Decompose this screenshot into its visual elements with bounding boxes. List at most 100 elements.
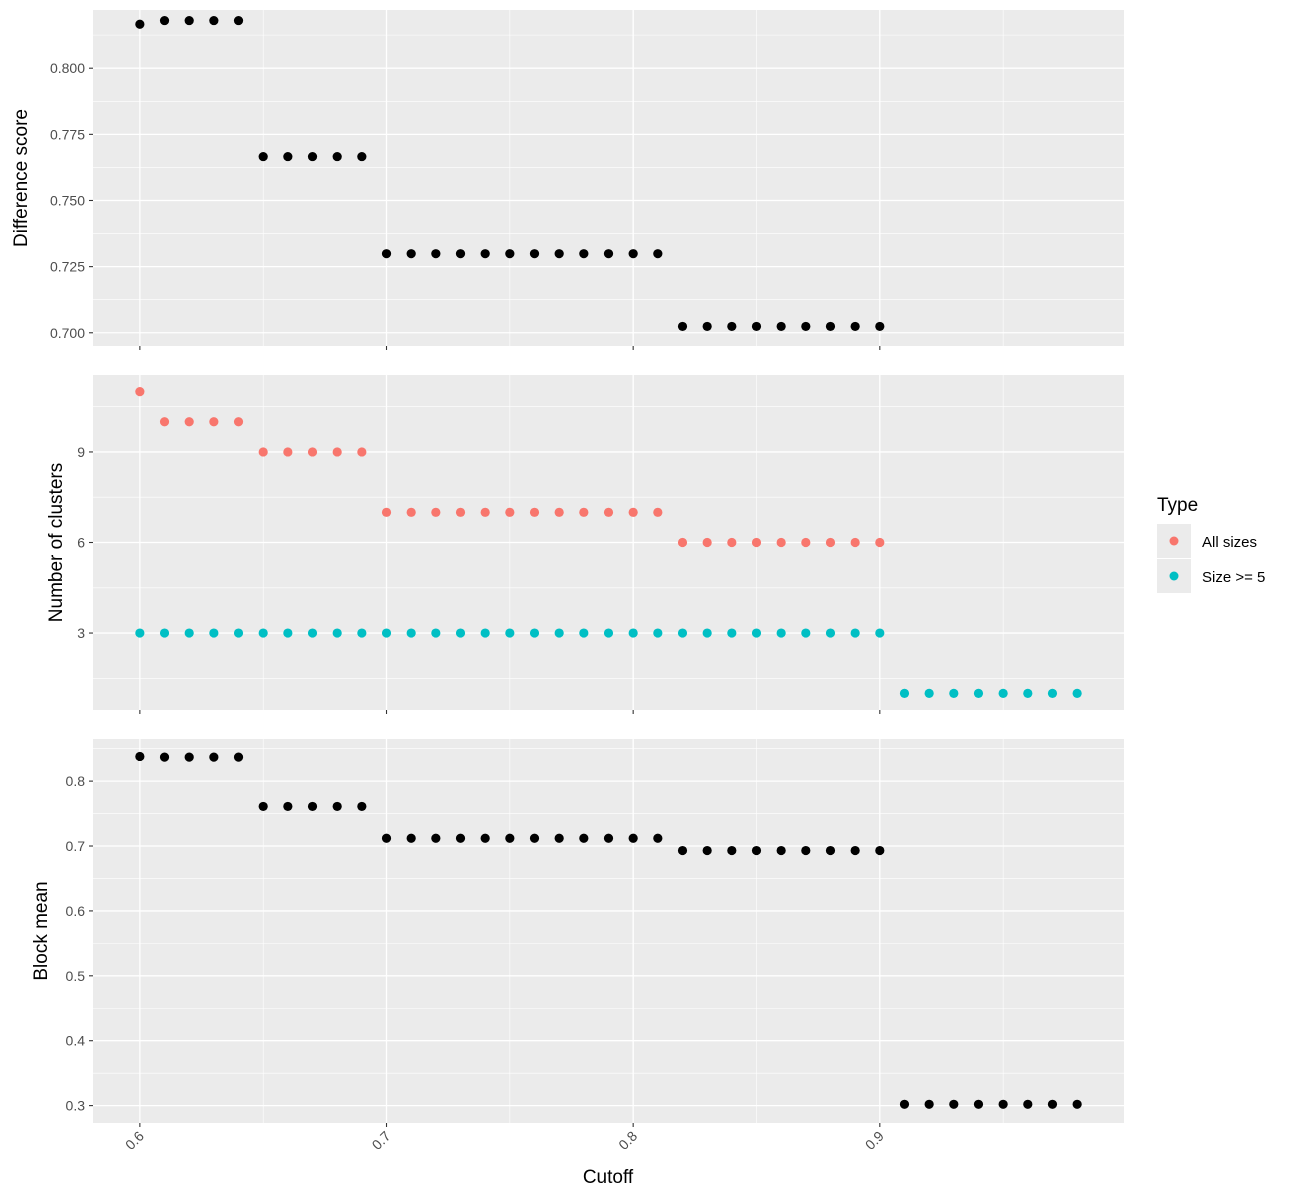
data-point-size-5 <box>233 628 244 638</box>
data-point-size-5 <box>406 628 416 638</box>
data-point-series <box>677 845 688 856</box>
data-point-series <box>135 751 145 762</box>
data-point-all-sizes <box>529 507 540 517</box>
data-point-series <box>529 833 540 843</box>
data-point-all-sizes <box>628 507 638 517</box>
data-point-series <box>677 321 688 332</box>
data-point-series <box>480 249 490 259</box>
data-point-all-sizes <box>727 537 737 548</box>
data-point-series <box>579 249 589 259</box>
data-point-all-sizes <box>505 507 515 517</box>
data-point-series <box>554 833 564 843</box>
block-mean-panel-background <box>93 739 1124 1123</box>
data-point-size-5 <box>875 628 885 638</box>
data-point-size-5 <box>455 628 466 638</box>
data-point-series <box>332 801 342 812</box>
data-point-series <box>628 249 638 259</box>
data-point-size-5 <box>628 628 638 638</box>
x-tick-label: 0.8 <box>615 1128 640 1153</box>
data-point-size-5 <box>159 628 170 638</box>
data-point-series <box>455 249 466 259</box>
x-tick-label: 0.9 <box>862 1128 887 1153</box>
data-point-series <box>135 19 145 29</box>
data-point-series <box>603 833 614 843</box>
data-point-series <box>381 249 392 259</box>
data-point-all-sizes <box>850 537 860 548</box>
data-point-all-sizes <box>554 507 564 517</box>
data-point-size-5 <box>677 628 688 638</box>
data-point-series <box>159 752 170 762</box>
data-point-all-sizes <box>233 417 244 427</box>
data-point-series <box>702 845 712 856</box>
data-point-series <box>233 15 244 26</box>
data-point-all-sizes <box>332 447 342 457</box>
data-point-all-sizes <box>875 537 885 548</box>
y-tick-label: 0.4 <box>66 1033 86 1049</box>
data-point-series <box>727 845 737 856</box>
data-point-size-5 <box>973 688 984 699</box>
data-point-series <box>209 752 219 762</box>
number-of-clusters-y-axis-title: Number of clusters <box>46 463 67 622</box>
data-point-series <box>480 833 490 843</box>
block-mean-panel: 0.3 0.4 0.5 0.6 0.7 0.8 Block mean <box>31 739 1124 1127</box>
y-tick-label: 6 <box>77 535 85 551</box>
data-point-all-sizes <box>406 507 416 517</box>
data-point-series <box>505 249 515 259</box>
data-point-series <box>825 321 836 332</box>
data-point-all-sizes <box>209 417 219 427</box>
block-mean-y-axis-title: Block mean <box>31 881 52 980</box>
data-point-all-sizes <box>357 447 367 457</box>
data-point-size-5 <box>554 628 564 638</box>
data-point-all-sizes <box>135 386 145 397</box>
data-point-all-sizes <box>677 537 688 548</box>
data-point-series <box>850 321 860 332</box>
data-point-all-sizes <box>480 507 490 517</box>
data-point-series <box>603 249 614 259</box>
data-point-size-5 <box>776 628 786 638</box>
data-point-series <box>332 151 342 162</box>
data-point-size-5 <box>1023 688 1033 699</box>
data-point-all-sizes <box>702 537 712 548</box>
data-point-series <box>776 845 786 856</box>
legend: Type All sizes Size >= 5 <box>1157 495 1265 593</box>
y-tick-label: 0.800 <box>50 60 85 76</box>
legend-title: Type <box>1157 495 1198 516</box>
data-point-series <box>159 15 170 26</box>
data-point-size-5 <box>529 628 540 638</box>
legend-key-all-sizes <box>1169 536 1179 546</box>
data-point-series <box>209 15 219 26</box>
data-point-series <box>258 151 268 162</box>
data-point-series <box>455 833 466 843</box>
data-point-series <box>381 833 392 843</box>
legend-label-size-ge-5: Size >= 5 <box>1202 569 1265 586</box>
y-tick-label: 0.3 <box>66 1098 86 1114</box>
data-point-size-5 <box>431 628 441 638</box>
data-point-size-5 <box>357 628 367 638</box>
data-point-series <box>184 752 194 762</box>
number-of-clusters-panel: 3 6 9 Number of clusters <box>46 375 1124 714</box>
x-axis-title: Cutoff <box>583 1167 634 1188</box>
data-point-size-5 <box>184 628 194 638</box>
data-point-series <box>357 151 367 162</box>
data-point-all-sizes <box>751 537 762 548</box>
data-point-size-5 <box>850 628 860 638</box>
data-point-size-5 <box>332 628 342 638</box>
data-point-series <box>283 151 293 162</box>
data-point-size-5 <box>727 628 737 638</box>
y-tick-label: 0.725 <box>50 259 85 275</box>
data-point-series <box>949 1099 959 1109</box>
data-point-all-sizes <box>283 447 293 457</box>
y-tick-label: 0.750 <box>50 192 85 208</box>
data-point-all-sizes <box>381 507 392 517</box>
y-tick-label: 0.7 <box>66 838 86 854</box>
data-point-series <box>307 801 318 812</box>
data-point-series <box>233 752 244 762</box>
data-point-series <box>653 249 663 259</box>
data-point-all-sizes <box>825 537 836 548</box>
data-point-size-5 <box>283 628 293 638</box>
data-point-size-5 <box>1047 688 1058 699</box>
y-tick-label: 0.700 <box>50 325 85 341</box>
data-point-size-5 <box>603 628 614 638</box>
data-point-series <box>801 321 811 332</box>
